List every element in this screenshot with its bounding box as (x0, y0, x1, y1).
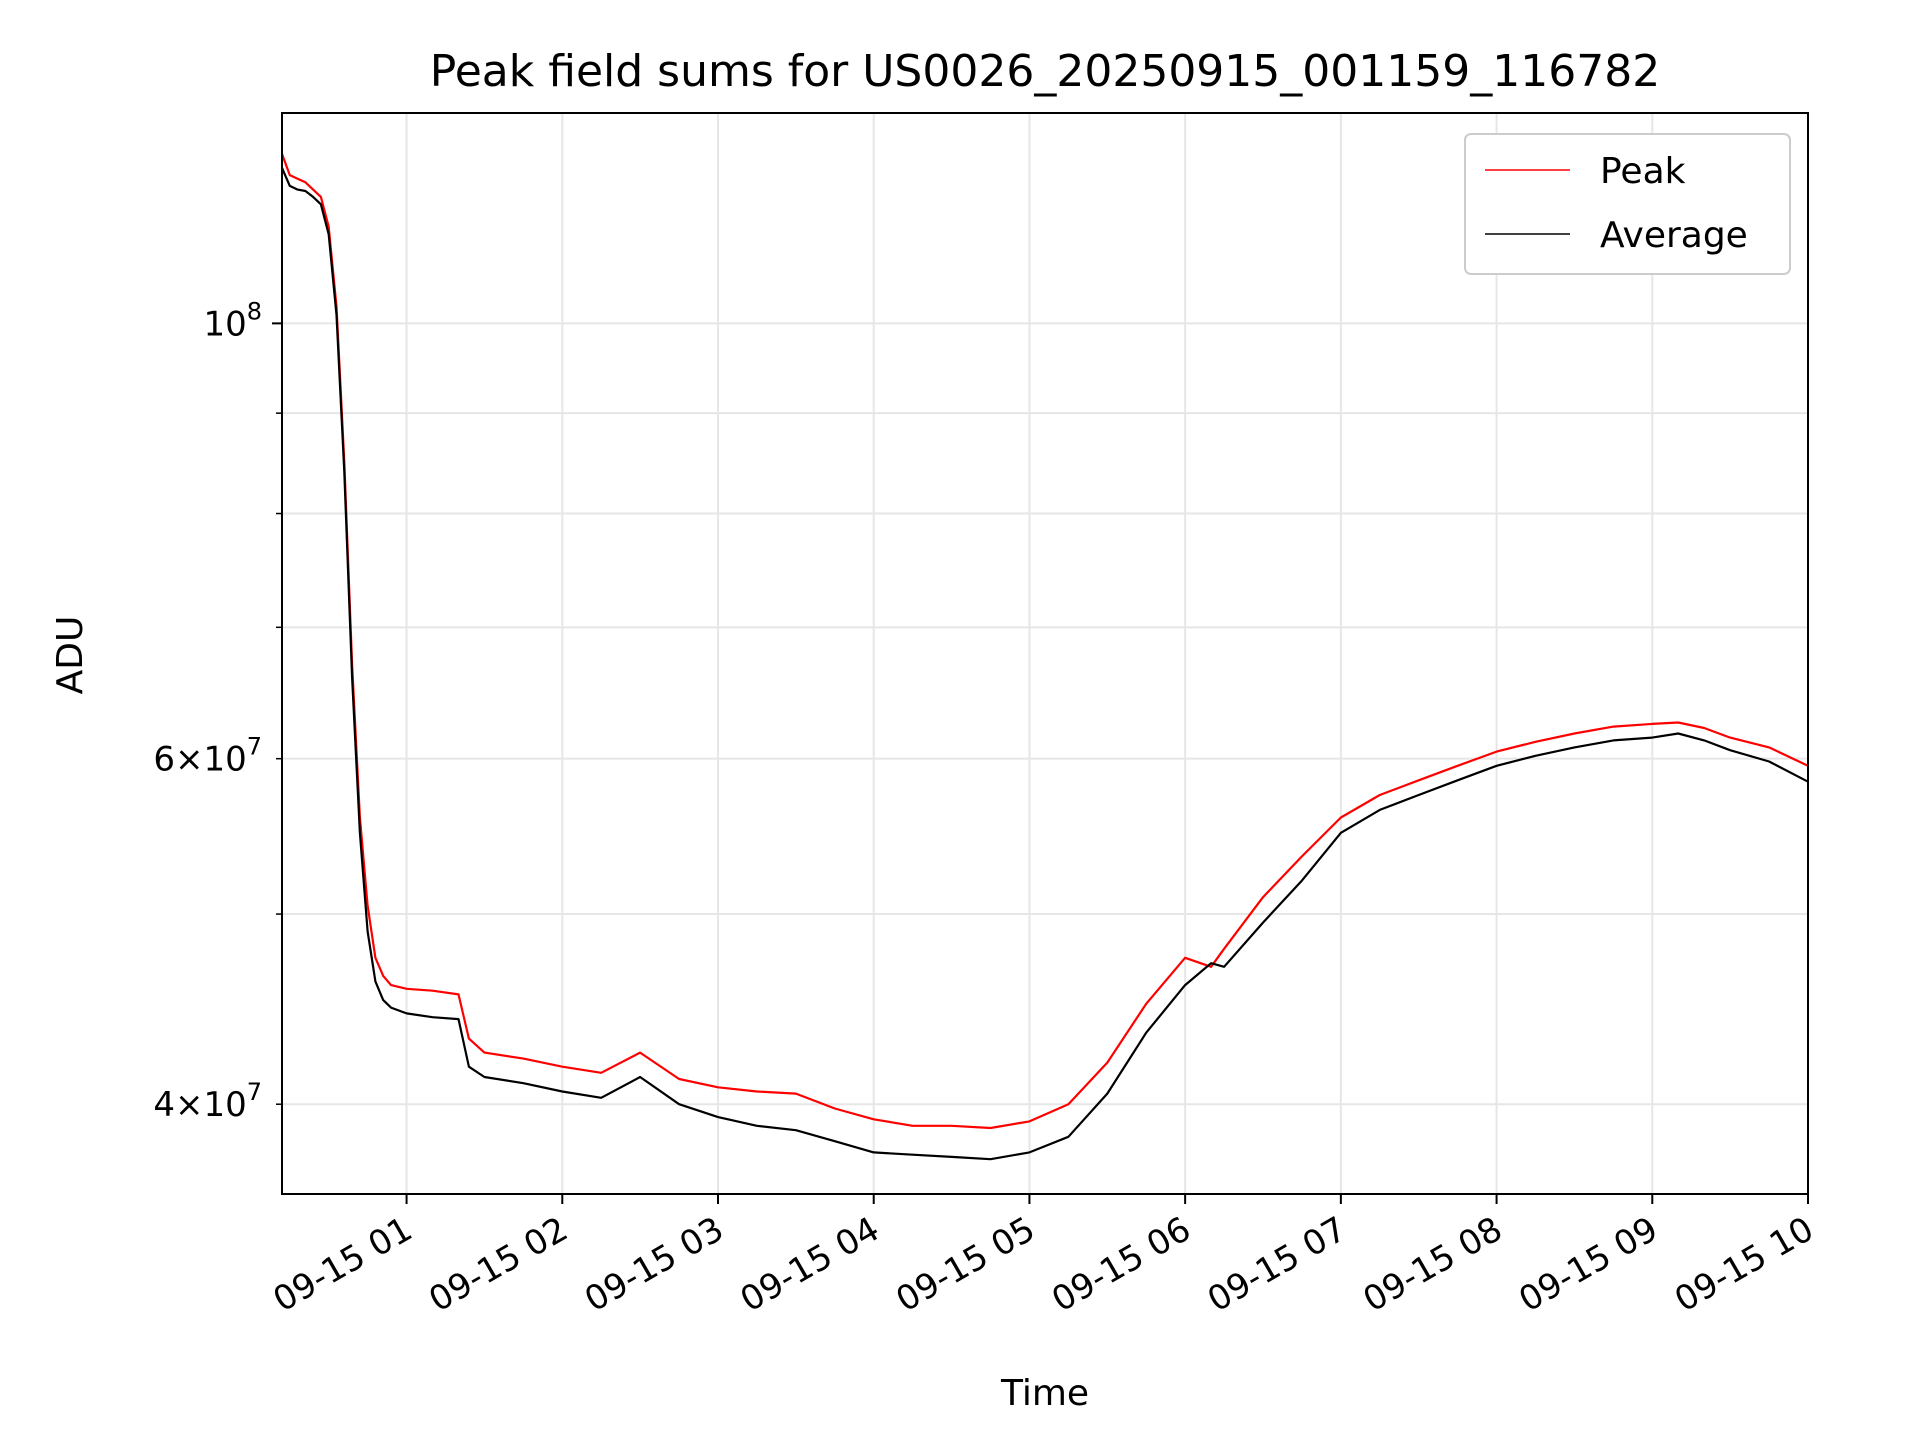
legend-average-label: Average (1600, 215, 1748, 256)
y-tick-label: 108 (203, 297, 262, 344)
y-tick-exponent: 7 (247, 1078, 262, 1106)
y-axis-label: ADU (50, 616, 91, 695)
y-tick-exponent: 8 (247, 297, 262, 325)
x-axis-label: Time (1000, 1373, 1089, 1414)
y-tick-base: 10 (203, 740, 246, 780)
legend-box (1464, 133, 1791, 275)
y-tick-mantissa: 6 (153, 740, 175, 780)
legend-peak-label: Peak (1600, 151, 1686, 192)
y-tick-times: × (175, 740, 204, 780)
y-tick-times: × (175, 1085, 204, 1125)
legend: Peak Average (1464, 133, 1791, 275)
chart-title: Peak field sums for US0026_20250915_0011… (430, 46, 1660, 97)
series-layer (282, 153, 1808, 1161)
plot-frame (281, 112, 1809, 1195)
y-tick-label: 4×107 (153, 1078, 262, 1125)
y-tick-exponent: 7 (247, 733, 262, 761)
y-tick-base: 10 (203, 304, 246, 344)
series-line-average (282, 167, 1808, 1161)
y-tick-label: 6×107 (153, 733, 262, 780)
y-tick-base: 10 (203, 1085, 246, 1125)
y-tick-mantissa: 4 (153, 1085, 175, 1125)
